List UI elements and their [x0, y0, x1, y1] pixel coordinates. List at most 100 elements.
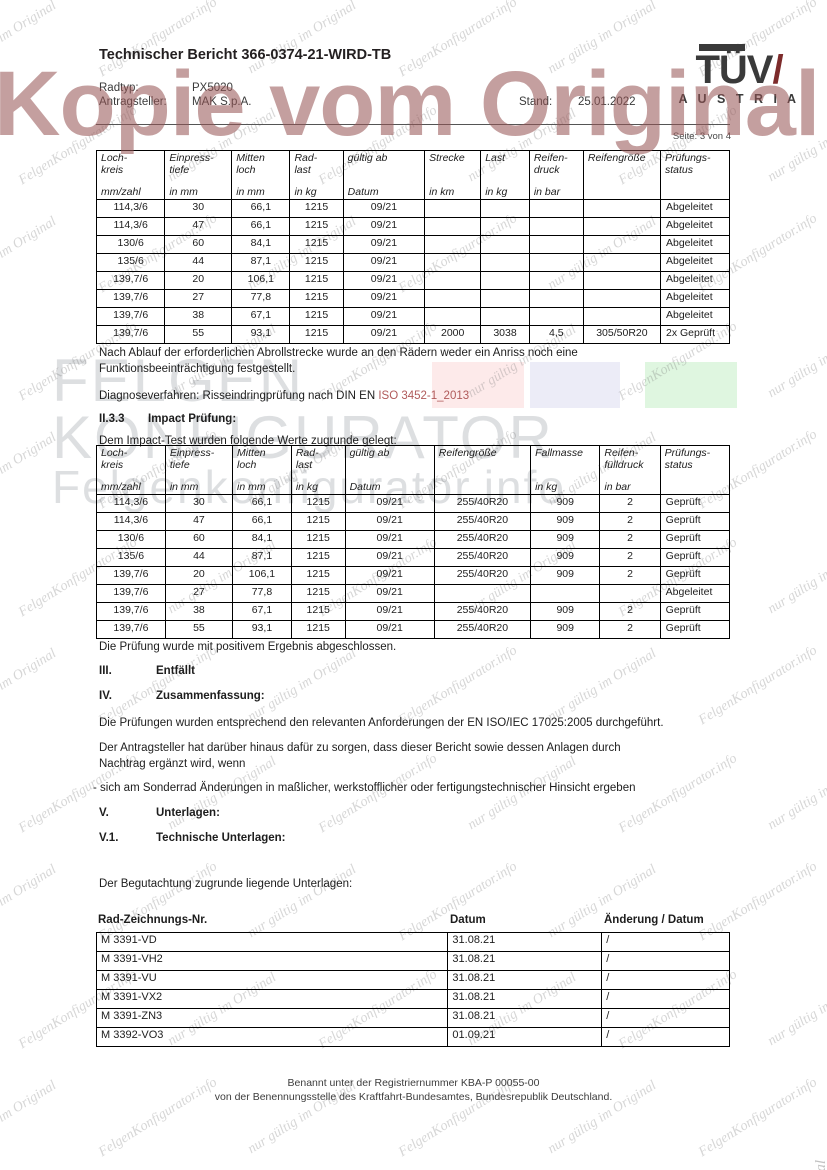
cell-r0-c2: 66,1	[232, 494, 292, 513]
cell-r4-c4: 09/21	[344, 566, 435, 585]
cell-r0-c4: 09/21	[342, 199, 426, 218]
cell-r7-c3: 1215	[289, 325, 344, 344]
cell-r0-c7	[528, 199, 584, 218]
cell-r5-c2: 77,8	[231, 289, 291, 308]
column-header-8: Prüfungs-status	[659, 445, 731, 495]
cell-r3-c5	[424, 253, 482, 272]
diagnose-line: Diagnoseverfahren: Risseindringprüfung n…	[99, 388, 469, 404]
cell-r2-c0: 130/6	[96, 530, 166, 549]
cell-r4-c0: 139,7/6	[96, 566, 166, 585]
cell-r3-c8: Geprüft	[659, 548, 731, 567]
logo-slash-icon: /	[772, 48, 783, 92]
cell-r4-c1: 20	[164, 566, 234, 585]
cell-r1-c7: 2	[599, 512, 661, 531]
table-row: 139,7/6 20 106,1 1215 09/21 Abgeleitet	[95, 271, 731, 290]
doc-cell-r5-c1: 01.09.21	[447, 1027, 603, 1047]
doc-cell-r0-c2: /	[601, 932, 730, 952]
impact-table-body: 114,3/6 30 66,1 1215 09/21 255/40R20 909 2 Geprü…	[96, 494, 731, 639]
column-header-1: Einpress-tiefe in mm	[164, 445, 234, 495]
cell-r7-c8: 305/50R20	[582, 325, 661, 344]
cell-r2-c1: 60	[164, 530, 234, 549]
doc-cell-r1-c2: /	[601, 951, 730, 971]
watermark-tile: nur gültig im Original	[765, 970, 827, 1050]
doc-cell-r0-c1: 31.08.21	[447, 932, 603, 952]
cell-r4-c7	[528, 271, 584, 290]
cell-r2-c7: 2	[599, 530, 661, 549]
cell-r3-c0: 135/6	[95, 253, 166, 272]
cell-r6-c1: 38	[164, 307, 233, 326]
column-header-8: Reifengröße	[582, 150, 661, 200]
section-iii-title: Entfällt	[156, 665, 195, 677]
cell-r5-c3: 1215	[289, 289, 344, 308]
cell-r6-c3: 1215	[289, 307, 344, 326]
doc-cell-r4-c0: M 3391-ZN3	[95, 1008, 449, 1028]
diagnose-iso-standard: ISO 3452-1_2013	[378, 390, 470, 402]
cell-r6-c5	[424, 307, 482, 326]
cell-r5-c4: 09/21	[342, 289, 426, 308]
watermark-tile: nur gültig im Original	[0, 214, 60, 293]
table-row: 114,3/6 30 66,1 1215 09/21 255/40R20 909 2 Geprü…	[96, 494, 731, 513]
cell-r2-c7	[528, 235, 584, 254]
table-row: 135/6 44 87,1 1215 09/21 Abgeleitet	[95, 253, 731, 272]
cell-r1-c6: 909	[530, 512, 601, 531]
column-header-3: Rad-last in kg	[290, 445, 346, 495]
column-header-0: Loch-kreis mm/zahl	[95, 150, 166, 200]
cell-r1-c1: 47	[164, 512, 234, 531]
logo-tuv-text: TÜV/	[695, 48, 783, 92]
header-divider	[96, 124, 730, 125]
column-header-2: Mitten loch in mm	[232, 445, 292, 495]
antragsteller-label: Antragsteller:	[99, 96, 167, 108]
cell-r5-c5	[433, 584, 532, 603]
watermark-tile: nur gültig im Original	[0, 430, 60, 509]
cell-r0-c6: 909	[530, 494, 601, 513]
cell-r3-c2: 87,1	[232, 548, 292, 567]
cell-r4-c8	[582, 271, 661, 290]
impact-test-table: Loch-kreis mm/zahl Einpress-tiefe in mm Mitt…	[96, 445, 731, 639]
cell-r2-c8	[582, 235, 661, 254]
cell-r2-c6	[480, 235, 530, 254]
cell-r4-c6	[480, 271, 530, 290]
doc-cell-r2-c0: M 3391-VU	[95, 970, 449, 990]
table-row: 139,7/6 20 106,1 1215 09/21 255/40R20 909 2 Gepr…	[96, 566, 731, 585]
table-row: M 3391-ZN3 31.08.21/	[95, 1008, 730, 1028]
cell-r2-c3: 1215	[289, 235, 344, 254]
cell-r0-c1: 30	[164, 199, 233, 218]
cell-r1-c0: 114,3/6	[95, 217, 166, 236]
docs-table: M 3391-VD 31.08.21/M 3391-VH2 31.08.21/M 3…	[95, 932, 730, 1047]
watermark-tile: FelgenKonfigurator.info	[96, 0, 220, 81]
cell-r1-c3: 1215	[289, 217, 344, 236]
cell-r4-c1: 20	[164, 271, 233, 290]
page-footer: Benannt unter der Registriernummer KBA-P…	[0, 1076, 827, 1104]
cell-r2-c4: 09/21	[342, 235, 426, 254]
cell-r2-c4: 09/21	[344, 530, 435, 549]
cell-r6-c6	[480, 307, 530, 326]
watermark-tile: nur gültig im Original	[765, 754, 827, 834]
watermark-tile: nur gültig im Original	[545, 646, 660, 726]
cell-r6-c0: 139,7/6	[95, 307, 166, 326]
cell-r2-c5	[424, 235, 482, 254]
cell-r4-c8: Geprüft	[659, 566, 731, 585]
column-header-4: gültig ab Datum	[344, 445, 435, 495]
section-iv-number: IV.	[99, 690, 113, 702]
cell-r1-c3: 1215	[290, 512, 346, 531]
cell-r2-c5: 255/40R20	[433, 530, 532, 549]
cell-r3-c7	[528, 253, 584, 272]
cell-r2-c9: Abgeleitet	[659, 235, 731, 254]
cell-r0-c5: 255/40R20	[433, 494, 532, 513]
cell-r7-c7: 4,5	[528, 325, 584, 344]
cell-r7-c6: 3038	[480, 325, 530, 344]
cell-r7-c0: 139,7/6	[95, 325, 166, 344]
radtyp-value: PX5020	[192, 82, 233, 94]
watermark-tile: nur gültig im Original	[0, 646, 60, 725]
doc-cell-r5-c2: /	[601, 1027, 730, 1047]
column-header-9: Prüfungs-status	[659, 150, 731, 200]
doc-cell-r4-c2: /	[601, 1008, 730, 1028]
column-header-1: Einpress-tiefe in mm	[164, 150, 233, 200]
cell-r7-c7: 2	[599, 620, 661, 639]
section-v1-title: Technische Unterlagen:	[156, 832, 286, 844]
cell-r4-c4: 09/21	[342, 271, 426, 290]
table-row: 135/6 44 87,1 1215 09/21 255/40R20 909 2 Geprüft	[96, 548, 731, 567]
column-header-7: Reifen-druck in bar	[528, 150, 584, 200]
cell-r1-c4: 09/21	[342, 217, 426, 236]
